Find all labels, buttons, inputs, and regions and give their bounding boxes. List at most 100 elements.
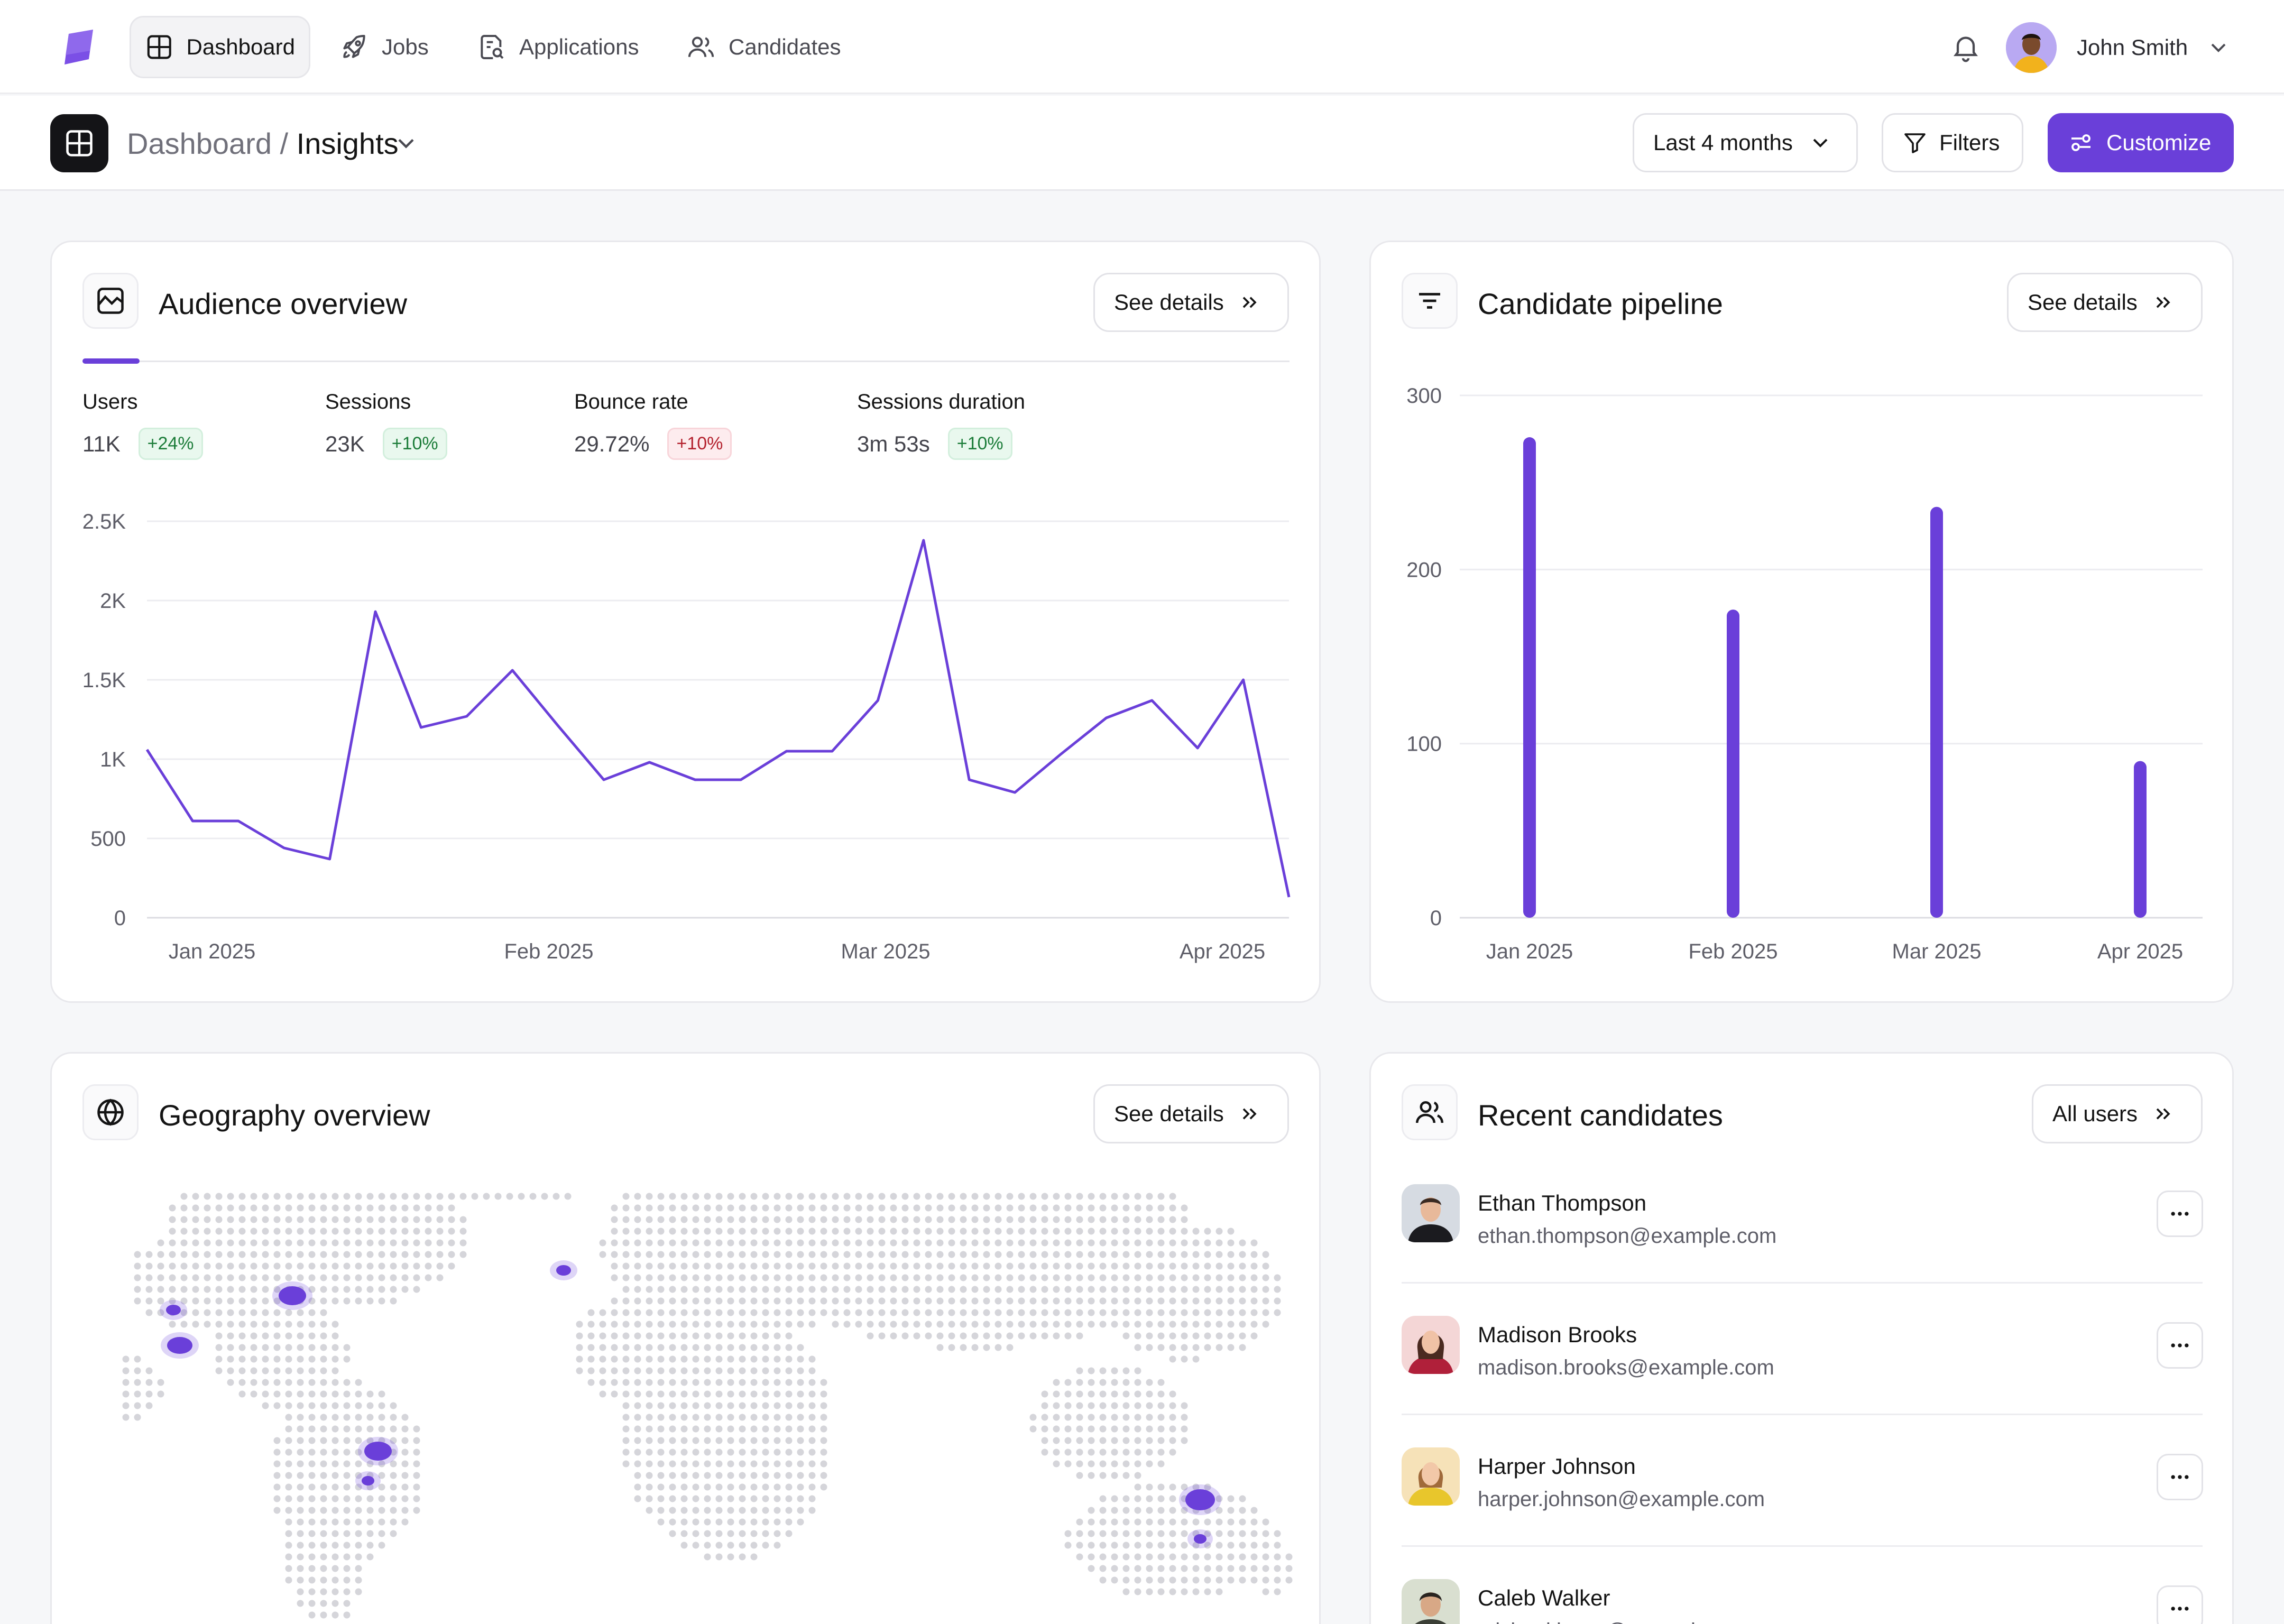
candidate-email: ethan.thompson@example.com xyxy=(1478,1224,1777,1248)
y-tick-label: 200 xyxy=(1406,558,1442,582)
nav-applications-label: Applications xyxy=(519,34,639,59)
audience-line-chart: 0 500 1K 1.5K 2K 2.5K Jan 2025 Feb 2025 Mar 2025… xyxy=(82,510,1291,963)
bar[interactable] xyxy=(1727,610,1739,918)
metric-sessions-duration[interactable]: Sessions duration 3m 53s +10% xyxy=(857,390,1025,460)
map-marker[interactable] xyxy=(167,1337,192,1354)
bar[interactable] xyxy=(1930,506,1943,918)
candidate-email: madison.brooks@example.com xyxy=(1478,1356,1774,1379)
map-marker[interactable] xyxy=(556,1265,571,1276)
geography-overview-card: Geography overview See details xyxy=(50,1052,1321,1624)
user-name[interactable]: John Smith xyxy=(2077,35,2188,60)
breadcrumb: Dashboard / Insights xyxy=(127,126,399,161)
more-options-button[interactable] xyxy=(2157,1191,2203,1237)
y-tick-label: 1.5K xyxy=(82,669,126,692)
map-marker[interactable] xyxy=(166,1305,181,1315)
map-marker[interactable] xyxy=(364,1442,392,1461)
bar[interactable] xyxy=(2134,761,2147,918)
metric-value: 3m 53s xyxy=(857,431,930,456)
x-tick-label: Feb 2025 xyxy=(504,940,593,963)
candidate-pipeline-card: Candidate pipeline See details 0 100 200 30… xyxy=(1369,241,2234,1003)
audience-see-details-button[interactable]: See details xyxy=(1093,273,1289,332)
metric-delta-badge: +24% xyxy=(138,428,203,460)
candidate-name: Harper Johnson xyxy=(1478,1454,1636,1479)
metric-sessions[interactable]: Sessions 23K +10% xyxy=(325,390,447,460)
globe-icon xyxy=(82,1084,139,1140)
row-divider xyxy=(1402,1545,2203,1547)
metric-label: Sessions duration xyxy=(857,390,1025,413)
all-users-button[interactable]: All users xyxy=(2032,1084,2203,1143)
y-tick-label: 0 xyxy=(114,907,126,930)
customize-label: Customize xyxy=(2106,130,2212,155)
metric-label: Sessions xyxy=(325,390,411,413)
candidate-row[interactable]: Ethan Thompson ethan.thompson@example.co… xyxy=(1402,1152,2203,1284)
world-dot-map xyxy=(122,1193,1293,1619)
page-header: Dashboard / Insights Last 4 months Filte… xyxy=(0,96,2284,191)
nav-jobs[interactable]: Jobs xyxy=(326,16,443,78)
nav-candidates[interactable]: Candidates xyxy=(673,16,854,78)
more-options-button[interactable] xyxy=(2157,1585,2203,1624)
x-tick-label: Jan 2025 xyxy=(169,940,256,963)
users-icon xyxy=(1402,1084,1458,1140)
filters-button[interactable]: Filters xyxy=(1882,113,2023,172)
x-tick-label: Mar 2025 xyxy=(841,940,931,963)
map-marker[interactable] xyxy=(1185,1489,1215,1510)
bar[interactable] xyxy=(1523,437,1536,918)
series-line xyxy=(145,539,1291,898)
chevron-down-icon[interactable] xyxy=(2206,35,2231,60)
candidate-row[interactable]: Caleb Walker michael.lucas@example.com xyxy=(1402,1547,2203,1624)
audience-overview-card: Audience overview See details Users 11K … xyxy=(50,241,1321,1003)
document-search-icon xyxy=(481,35,504,59)
more-options-button[interactable] xyxy=(2157,1454,2203,1500)
chevron-down-icon[interactable] xyxy=(392,130,420,157)
metric-bounce-rate[interactable]: Bounce rate 29.72% +10% xyxy=(574,390,732,460)
date-range-select[interactable]: Last 4 months xyxy=(1633,113,1858,172)
metric-value: 29.72% xyxy=(574,431,650,456)
x-tick-label: Feb 2025 xyxy=(1688,940,1778,963)
filters-label: Filters xyxy=(1939,130,2000,155)
user-avatar[interactable] xyxy=(2006,22,2057,73)
map-marker[interactable] xyxy=(1194,1534,1207,1544)
candidate-avatar xyxy=(1402,1184,1460,1242)
candidate-name: Ethan Thompson xyxy=(1478,1191,1647,1215)
breadcrumb-parent[interactable]: Dashboard / xyxy=(127,127,297,160)
nav-applications[interactable]: Applications xyxy=(463,16,652,78)
all-users-label: All users xyxy=(2052,1101,2138,1126)
customize-button[interactable]: Customize xyxy=(2048,113,2234,172)
metric-users[interactable]: Users 11K +24% xyxy=(82,390,203,460)
candidate-name: Caleb Walker xyxy=(1478,1585,1610,1610)
dashboard-tile-icon xyxy=(50,114,108,172)
filter-lines-icon xyxy=(1402,273,1458,329)
pipeline-bar-chart: 0 100 200 300 Jan 2025 Feb 2025 Mar 2025 Apr 20… xyxy=(1406,384,2203,963)
x-tick-label: Mar 2025 xyxy=(1892,940,1982,963)
more-horizontal-icon xyxy=(2171,1212,2189,1216)
nav-dashboard[interactable]: Dashboard xyxy=(130,16,310,78)
map-marker[interactable] xyxy=(362,1476,374,1485)
metric-delta-badge: +10% xyxy=(382,428,447,460)
x-tick-label: Apr 2025 xyxy=(1180,940,1265,963)
y-tick-label: 300 xyxy=(1406,384,1442,408)
map-land-dots xyxy=(122,1193,1293,1619)
more-options-button[interactable] xyxy=(2157,1322,2203,1369)
filter-icon xyxy=(1904,133,1926,153)
brand-logo-icon[interactable] xyxy=(58,26,100,69)
pipeline-see-details-button[interactable]: See details xyxy=(2007,273,2203,332)
chevrons-right-icon xyxy=(2156,297,2170,308)
see-details-label: See details xyxy=(2028,290,2138,315)
pipeline-title: Candidate pipeline xyxy=(1478,287,1723,320)
chevron-down-icon xyxy=(1813,139,1828,147)
metric-delta-badge: +10% xyxy=(947,428,1012,460)
chevrons-right-icon xyxy=(2156,1108,2170,1120)
geography-see-details-button[interactable]: See details xyxy=(1093,1084,1289,1143)
nav-candidates-label: Candidates xyxy=(729,34,841,59)
map-marker[interactable] xyxy=(279,1286,306,1305)
candidate-row[interactable]: Harper Johnson harper.johnson@example.co… xyxy=(1402,1416,2203,1547)
y-tick-label: 500 xyxy=(90,827,126,851)
bell-icon[interactable] xyxy=(1950,31,1982,63)
see-details-label: See details xyxy=(1114,1101,1224,1126)
candidate-row[interactable]: Madison Brooks madison.brooks@example.co… xyxy=(1402,1284,2203,1415)
y-tick-label: 0 xyxy=(1430,907,1442,930)
see-details-label: See details xyxy=(1114,290,1224,315)
audience-title: Audience overview xyxy=(159,287,408,320)
sliders-icon xyxy=(2071,134,2090,151)
